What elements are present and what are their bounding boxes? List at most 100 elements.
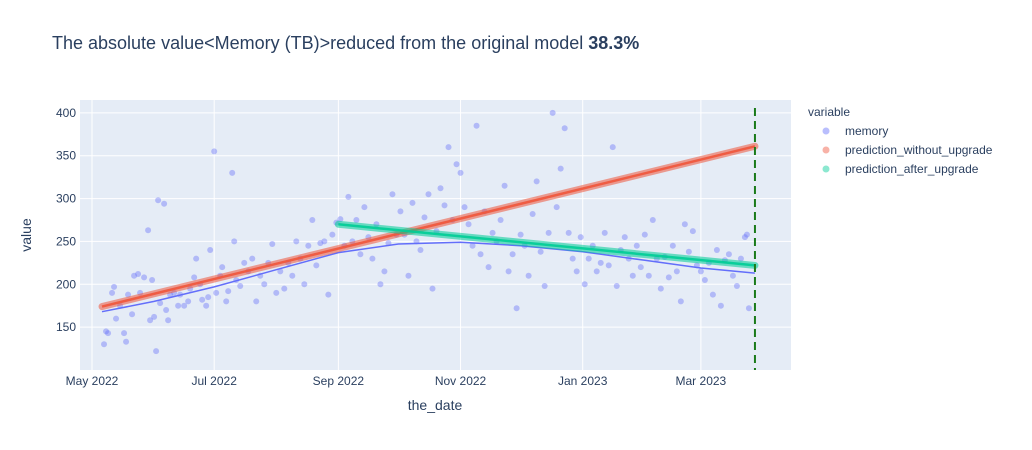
- legend-title: variable: [808, 105, 850, 119]
- memory-point: [149, 277, 156, 283]
- memory-point: [437, 185, 444, 192]
- memory-point: [565, 229, 572, 236]
- memory-point: [409, 199, 416, 206]
- memory-point: [581, 281, 588, 288]
- x-axis-ticks: May 2022 Jul 2022 Sep 2022 Nov 2022 Jan 2023…: [66, 374, 727, 388]
- memory-point: [513, 305, 520, 312]
- y-tick-label: 150: [56, 320, 76, 334]
- memory-point: [745, 305, 752, 312]
- memory-point: [649, 217, 656, 223]
- memory-point: [249, 255, 256, 262]
- memory-point: [509, 251, 516, 258]
- memory-point: [445, 144, 452, 151]
- memory-point: [261, 281, 268, 288]
- x-tick-label: Jul 2022: [192, 374, 238, 388]
- memory-point: [111, 283, 118, 290]
- memory-point: [309, 217, 316, 223]
- memory-point: [165, 317, 172, 324]
- memory-point: [191, 274, 198, 281]
- memory-point: [131, 272, 138, 279]
- memory-point: [353, 217, 360, 223]
- memory-point: [613, 283, 620, 289]
- memory-point: [317, 240, 324, 247]
- memory-point: [573, 268, 580, 275]
- memory-point: [549, 109, 556, 116]
- memory-point: [121, 330, 128, 337]
- memory-point: [657, 285, 664, 292]
- memory-point: [135, 271, 142, 277]
- memory-point: [741, 234, 748, 241]
- memory-point: [237, 283, 244, 289]
- memory-point: [129, 311, 136, 318]
- memory-point: [461, 204, 468, 211]
- memory-point: [321, 238, 328, 245]
- memory-point: [273, 289, 280, 296]
- memory-point: [453, 161, 460, 168]
- memory-point: [147, 317, 154, 324]
- y-tick-label: 200: [56, 277, 76, 291]
- memory-point: [629, 272, 636, 279]
- memory-point: [157, 300, 164, 307]
- x-tick-label: May 2022: [66, 374, 119, 388]
- memory-point: [701, 277, 708, 283]
- memory-point: [211, 148, 218, 155]
- memory-point: [557, 165, 564, 172]
- memory-point: [545, 229, 552, 236]
- memory-point: [709, 291, 716, 298]
- memory-point: [181, 302, 188, 309]
- memory-point: [685, 248, 692, 255]
- memory-point: [737, 255, 744, 262]
- memory-point: [155, 197, 162, 204]
- memory-point: [677, 298, 684, 305]
- memory-point: [397, 208, 404, 215]
- memory-point: [313, 262, 320, 269]
- memory-point: [529, 211, 536, 217]
- prediction_after_upgrade-line: [334, 220, 759, 269]
- memory-point: [281, 285, 288, 292]
- memory-point: [681, 221, 688, 228]
- legend-item-memory: memory: [845, 124, 888, 138]
- y-tick-label: 250: [56, 234, 76, 248]
- memory-point: [229, 169, 236, 176]
- memory-point: [417, 247, 424, 253]
- memory-point: [477, 251, 484, 258]
- y-tick-label: 350: [56, 149, 76, 163]
- memory-point: [223, 298, 230, 305]
- memory-point: [485, 264, 492, 271]
- memory-point: [205, 294, 212, 301]
- prediction_without_upgrade-core: [101, 145, 756, 308]
- memory-point: [489, 229, 496, 236]
- memory-point: [219, 264, 226, 271]
- memory-point: [645, 272, 652, 279]
- memory-point: [213, 289, 220, 296]
- grid: [80, 100, 791, 370]
- memory-point: [163, 307, 170, 313]
- memory-point: [569, 255, 576, 262]
- memory-point: [469, 242, 476, 249]
- memory-point: [561, 125, 568, 132]
- memory-point: [103, 328, 110, 335]
- memory-point: [537, 248, 544, 255]
- memory-point: [185, 298, 192, 305]
- memory-point: [609, 144, 616, 151]
- memory-point: [441, 202, 448, 209]
- memory-point: [585, 255, 592, 262]
- memory-point: [161, 200, 168, 207]
- memory-point: [145, 227, 152, 234]
- memory-point: [637, 264, 644, 271]
- memory-point: [377, 281, 384, 288]
- memory-point: [593, 268, 600, 275]
- memory-point: [141, 274, 148, 281]
- memory-point: [697, 268, 704, 275]
- y-tick-label: 400: [56, 106, 76, 120]
- memory-point: [151, 313, 158, 320]
- x-tick-label: Nov 2022: [435, 374, 487, 388]
- memory-point: [457, 169, 464, 176]
- memory-point: [293, 238, 300, 245]
- memory-point: [669, 242, 676, 249]
- memory-point: [665, 274, 672, 281]
- memory-point: [729, 272, 736, 279]
- memory-point: [207, 247, 214, 253]
- memory-point: [101, 341, 108, 348]
